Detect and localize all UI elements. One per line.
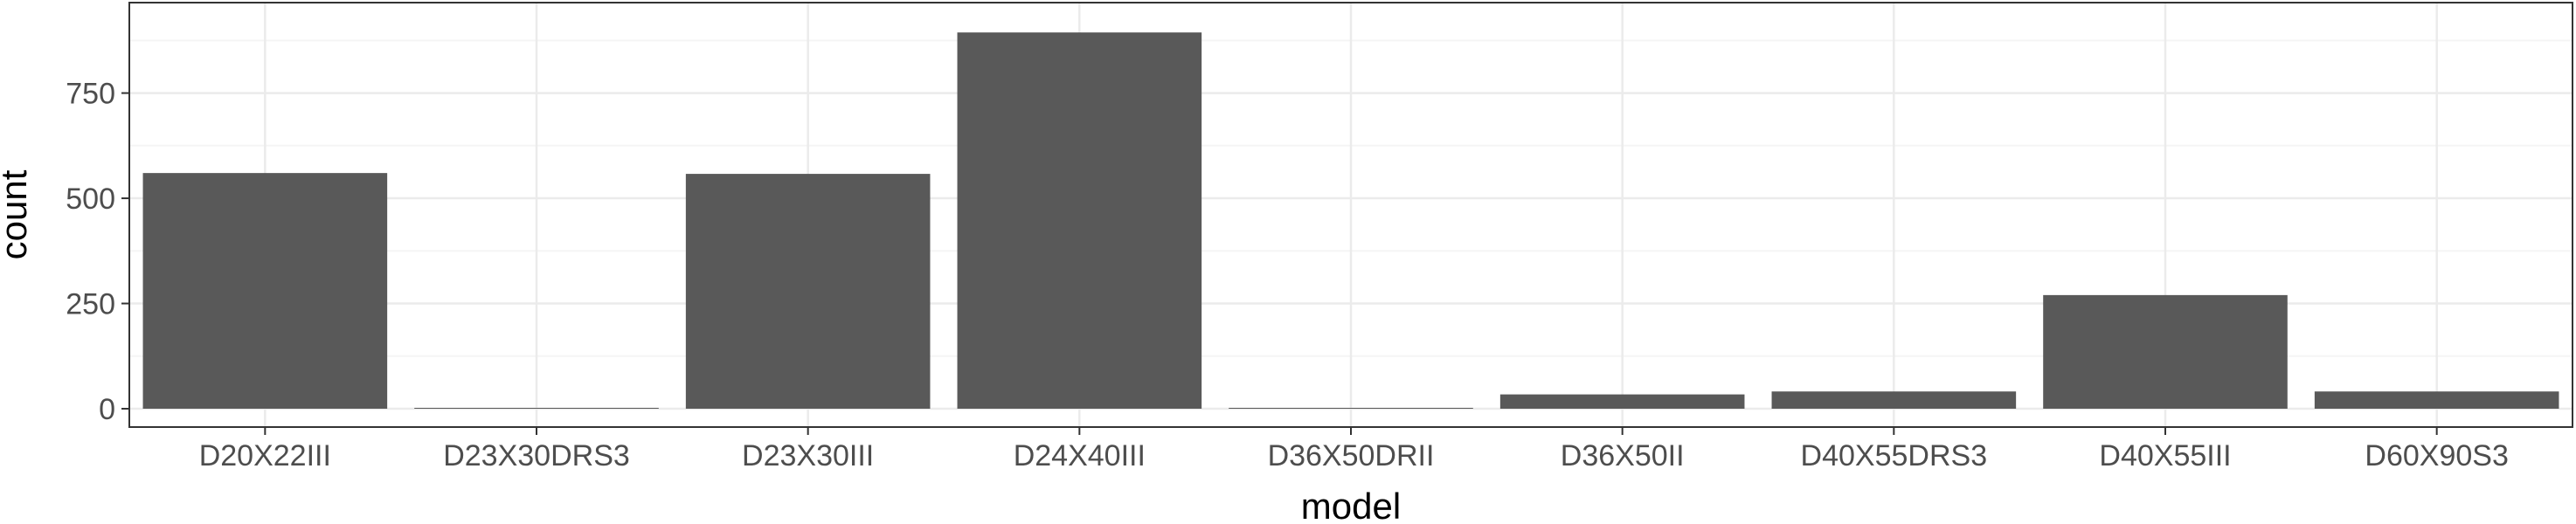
bar-D20X22III [142, 173, 388, 409]
x-axis-title: model [1301, 486, 1401, 524]
bar-D36X50II [1499, 394, 1745, 409]
bar-D40X55III [2043, 294, 2288, 409]
bar-D23X30DRS3 [414, 408, 659, 409]
bar-D60X90S3 [2314, 391, 2559, 409]
bar-D36X50DRII [1229, 408, 1473, 409]
bars [142, 32, 2559, 409]
x-axis: D20X22III D23X30DRS3 D23X30III D24X40III D36… [199, 427, 2509, 472]
x-tick-label: D20X22III [199, 439, 331, 472]
y-axis-title: count [0, 169, 34, 259]
x-tick-label: D23X30III [742, 439, 874, 472]
bar-D24X40III [957, 32, 1202, 409]
x-tick-label: D36X50DRII [1268, 439, 1435, 472]
y-tick-label: 500 [66, 183, 115, 216]
y-axis: 0 250 500 750 [66, 78, 129, 426]
bar-D40X55DRS3 [1771, 391, 2017, 409]
y-tick-label: 250 [66, 288, 115, 321]
x-tick-label: D36X50II [1561, 439, 1685, 472]
x-tick-label: D24X40III [1014, 439, 1146, 472]
x-tick-label: D23X30DRS3 [443, 439, 630, 472]
x-tick-label: D40X55III [2099, 439, 2231, 472]
x-tick-label: D60X90S3 [2365, 439, 2508, 472]
y-tick-label: 750 [66, 78, 115, 111]
y-tick-label: 0 [99, 393, 115, 426]
bar-D23X30III [685, 174, 931, 409]
x-tick-label: D40X55DRS3 [1801, 439, 1988, 472]
